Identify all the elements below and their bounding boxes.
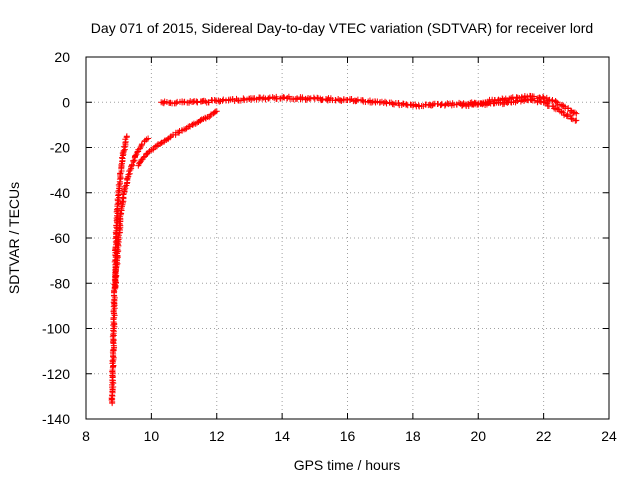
data-point (205, 99, 212, 106)
data-point (207, 112, 214, 119)
data-point (319, 96, 326, 103)
y-tick-label: -40 (50, 185, 70, 201)
data-point (116, 225, 123, 232)
data-point (115, 248, 122, 255)
data-point (154, 142, 161, 149)
data-point (216, 98, 223, 105)
data-points (108, 92, 580, 407)
data-point (553, 98, 560, 105)
data-point (109, 347, 116, 354)
data-point (181, 98, 188, 105)
x-axis: 8 10 12 14 16 18 20 22 24 (82, 57, 617, 444)
x-tick-label: 14 (274, 428, 290, 444)
data-point (121, 183, 128, 190)
y-tick-label: -100 (42, 321, 70, 337)
data-point (132, 152, 139, 159)
x-tick-label: 8 (82, 428, 90, 444)
data-point (567, 112, 574, 119)
x-tick-label: 24 (601, 428, 617, 444)
data-point (517, 98, 524, 105)
data-point (220, 96, 227, 103)
data-point (459, 102, 466, 109)
y-tick-label: -20 (50, 140, 70, 156)
data-point (438, 100, 445, 107)
data-point (126, 170, 133, 177)
data-point (112, 282, 119, 289)
data-point (115, 188, 122, 195)
x-tick-label: 10 (144, 428, 160, 444)
data-point (120, 191, 127, 198)
data-point (145, 135, 152, 142)
data-point (125, 171, 132, 178)
data-point (294, 95, 301, 102)
x-axis-label: GPS time / hours (294, 457, 401, 473)
y-tick-label: -80 (50, 275, 70, 291)
data-point (281, 94, 288, 101)
data-point (117, 170, 124, 177)
data-point (573, 117, 580, 124)
y-tick-label: -60 (50, 230, 70, 246)
data-point (528, 96, 535, 103)
data-point (280, 94, 287, 101)
data-point (241, 97, 248, 104)
data-point (117, 210, 124, 217)
x-tick-label: 20 (470, 428, 486, 444)
y-tick-label: 0 (62, 94, 70, 110)
data-point (130, 157, 137, 164)
data-point (194, 119, 201, 126)
data-point (197, 117, 204, 124)
y-axis-label: SDTVAR / TECUs (6, 182, 22, 294)
data-point (530, 93, 537, 100)
data-point (189, 121, 196, 128)
y-tick-label: -120 (42, 366, 70, 382)
data-point (389, 100, 396, 107)
y-tick-label: 20 (54, 49, 70, 65)
y-axis: -140 -120 -100 -80 -60 -40 -20 0 20 (42, 49, 609, 427)
data-point (109, 357, 116, 364)
data-point (561, 112, 568, 119)
data-point (121, 186, 128, 193)
data-point (536, 98, 543, 105)
data-point (138, 141, 145, 148)
data-point (415, 102, 422, 109)
data-point (127, 166, 134, 173)
data-point (465, 100, 472, 107)
data-point (324, 96, 331, 103)
grid-lines (86, 57, 609, 419)
data-point (213, 108, 220, 115)
data-point (573, 110, 580, 117)
data-point (110, 299, 117, 306)
x-tick-label: 16 (340, 428, 356, 444)
data-point (123, 133, 130, 140)
data-point (571, 109, 578, 116)
data-point (194, 99, 201, 106)
x-tick-label: 12 (209, 428, 225, 444)
data-point (549, 97, 556, 104)
chart-title: Day 071 of 2015, Sidereal Day-to-day VTE… (91, 20, 593, 36)
x-tick-label: 22 (536, 428, 552, 444)
data-point (353, 97, 360, 104)
data-point (362, 99, 369, 106)
data-point (173, 99, 180, 106)
y-tick-label: -140 (42, 411, 70, 427)
data-point (111, 320, 118, 327)
data-point (202, 98, 209, 105)
x-tick-label: 18 (405, 428, 421, 444)
